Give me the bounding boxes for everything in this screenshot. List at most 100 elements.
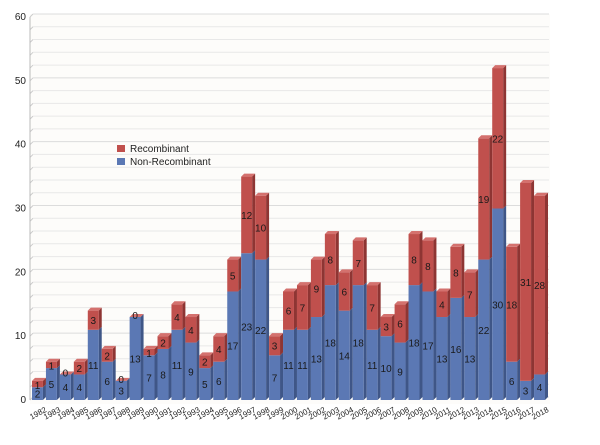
bar-side [42, 377, 46, 388]
bar-front [45, 361, 57, 369]
data-label: 6 [509, 377, 515, 388]
data-label: 30 [492, 300, 504, 311]
bar-side [517, 243, 521, 362]
bar-side [293, 288, 297, 330]
bar-front [492, 208, 504, 400]
bar-segment-non-recombinant-1992: 11 [171, 326, 186, 400]
bar-side [349, 269, 353, 311]
data-label: 9 [314, 284, 320, 295]
y-tick-label: 60 [15, 12, 27, 23]
bar-front [324, 285, 336, 400]
bar-front [296, 329, 308, 400]
bar-front [310, 317, 322, 400]
data-label: 6 [397, 319, 403, 330]
bar-segment-recombinant-2011: 4 [436, 288, 451, 318]
data-label: 18 [325, 339, 337, 350]
y-tick-label: 40 [15, 140, 27, 151]
bar-side [447, 288, 451, 318]
bar-segment-recombinant-2018: 28 [534, 192, 548, 375]
bar-top [310, 256, 325, 260]
data-label: 8 [453, 268, 459, 279]
bar-side [489, 135, 493, 260]
bar-segment-recombinant-1998: 10 [255, 192, 270, 260]
bar-segment-non-recombinant-1983: 5 [45, 365, 60, 400]
bar-segment-recombinant-2005: 7 [352, 237, 367, 286]
data-label: 9 [397, 367, 403, 378]
bar-segment-recombinant-2010: 8 [422, 237, 437, 292]
data-label: 4 [63, 383, 69, 394]
bar-segment-non-recombinant-1989: 13 [130, 314, 144, 400]
data-label: 13 [311, 355, 323, 366]
x-tick-label: 2018 [530, 405, 550, 422]
bar-front [255, 259, 267, 400]
bar-top [143, 345, 158, 349]
bar-front [213, 336, 225, 362]
bar-top [450, 243, 465, 247]
bar-side [363, 282, 367, 400]
data-label: 14 [339, 351, 351, 362]
data-label: 11 [297, 361, 308, 372]
bar-top [324, 231, 339, 235]
bar-side [531, 179, 535, 381]
data-label: 3 [272, 342, 278, 353]
bar-top [464, 269, 479, 273]
y-tick-label: 50 [15, 76, 27, 87]
bar-side [70, 371, 74, 400]
bar-front [324, 234, 336, 286]
bar-top [171, 301, 186, 305]
bar-segment-recombinant-1985: 2 [73, 358, 88, 375]
bar-side [126, 377, 130, 400]
bar-top [241, 173, 256, 177]
data-label: 13 [436, 355, 448, 366]
bar-front [157, 348, 169, 400]
bar-segment-recombinant-1993: 4 [185, 314, 200, 343]
bar-segment-recombinant-1984: 0 [59, 368, 74, 379]
bar-front [255, 195, 267, 260]
bar-front [283, 291, 294, 330]
bar-segment-recombinant-1987: 2 [101, 345, 116, 362]
bar-top [87, 307, 102, 311]
bar-top [478, 135, 493, 139]
data-label: 2 [202, 358, 208, 369]
bar-side [475, 314, 479, 400]
bar-front [227, 291, 239, 400]
data-label: 11 [88, 361, 99, 372]
bar-segment-non-recombinant-1993: 9 [185, 339, 200, 400]
bar-side [196, 339, 200, 400]
bar-front [101, 348, 113, 362]
data-label: 8 [425, 262, 431, 273]
bar-side [335, 231, 339, 286]
bar-top [492, 65, 507, 69]
legend-label-non-recombinant: Non-Recombinant [130, 157, 211, 168]
bar-segment-non-recombinant-2010: 17 [422, 288, 437, 400]
bar-front [520, 182, 532, 381]
bar-front [436, 291, 448, 318]
bar-front [32, 387, 43, 400]
bar-top [213, 333, 228, 337]
bar-side [280, 333, 284, 356]
bar-segment-non-recombinant-2001: 11 [296, 326, 311, 400]
bar-segment-non-recombinant-2009: 18 [408, 282, 423, 400]
bar-side [154, 345, 158, 356]
bar-segment-non-recombinant-2004: 14 [339, 307, 353, 400]
bar-segment-recombinant-2016: 18 [506, 243, 521, 362]
data-label: 23 [241, 323, 253, 334]
bar-side [224, 358, 228, 400]
bar-front [45, 368, 57, 400]
y-axis-ticks: 0 10 20 30 40 50 60 [15, 12, 27, 406]
data-label: 18 [506, 300, 518, 311]
data-label: 7 [467, 291, 473, 302]
bar-side [391, 333, 395, 400]
bar-segment-recombinant-1986: 3 [87, 307, 102, 330]
bar-front [269, 355, 281, 400]
data-label: 7 [300, 303, 306, 314]
bar-segment-non-recombinant-1984: 4 [59, 371, 74, 400]
bar-segment-non-recombinant-2008: 9 [394, 339, 409, 400]
bar-side [56, 365, 60, 400]
data-label: 11 [172, 361, 183, 372]
bar-segment-non-recombinant-2015: 30 [492, 205, 507, 400]
data-label: 7 [355, 259, 361, 270]
bar-segment-non-recombinant-1994: 5 [199, 365, 214, 400]
